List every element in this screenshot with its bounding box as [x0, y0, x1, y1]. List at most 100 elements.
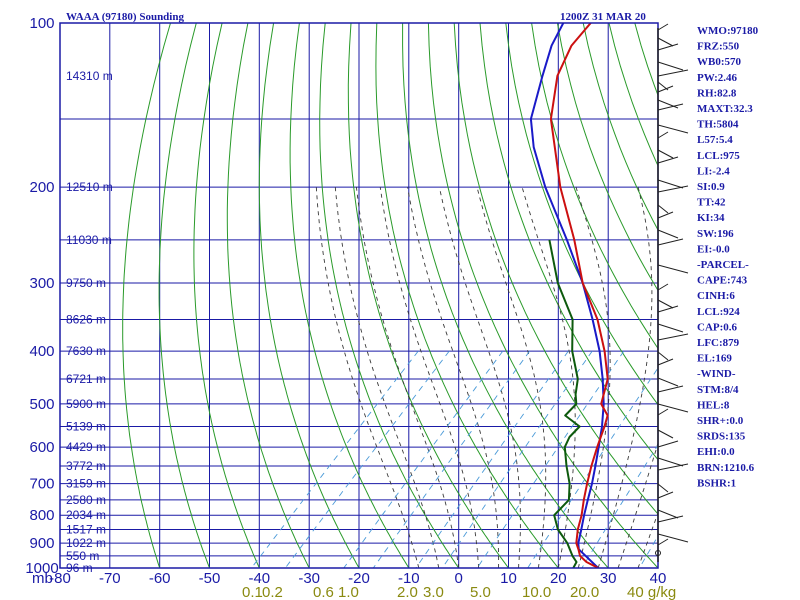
wind-barb [657, 509, 679, 519]
height-label: 550 m [66, 549, 99, 563]
calm-wind-circle [655, 550, 661, 556]
height-label: 2580 m [66, 493, 106, 507]
index-line: KI:34 [697, 212, 725, 224]
isotherm-grid [60, 23, 658, 568]
mixing-ratio-label: 0.6 [313, 584, 334, 600]
dry-adiabat [289, 23, 410, 568]
wind-barb [657, 211, 674, 219]
wind-profile [655, 23, 689, 562]
dry-adiabat [790, 23, 800, 568]
temperature-tick-labels: -80 -70 -60 -50 -40 -30 -20 -10 0 10 20 30 40 mb [32, 570, 666, 587]
wind-barb [657, 156, 679, 164]
index-line: EL:169 [697, 353, 732, 365]
height-label: 3159 m [66, 477, 106, 491]
wind-barb [657, 515, 684, 523]
index-line: LCL:924 [697, 306, 740, 318]
wind-barb [657, 124, 689, 134]
height-label: 96 m [66, 561, 93, 575]
dry-adiabat [226, 23, 310, 568]
moist-adiabat [438, 187, 521, 568]
index-line: HEL:8 [697, 399, 730, 411]
dry-adiabat [531, 23, 658, 350]
wind-barb [657, 238, 684, 246]
wind-barb [657, 385, 684, 393]
mb-unit-label: mb [32, 570, 53, 587]
mixing-ratio-label: 3.0 [423, 584, 444, 600]
moist-adiabat [617, 441, 658, 568]
temperature-tick: -40 [248, 570, 270, 587]
index-line: TH:5804 [697, 119, 739, 131]
wind-barb [657, 351, 669, 361]
index-line: WB0:570 [697, 56, 742, 68]
mixing-ratio-label: 2.0 [397, 584, 418, 600]
mixing-ratio-line [441, 350, 593, 568]
wind-barb [657, 179, 684, 189]
moist-adiabat [575, 186, 611, 568]
mixing-ratio-line [284, 350, 450, 568]
index-line: LI:-2.4 [697, 165, 730, 177]
mixing-ratio-line [581, 444, 658, 568]
index-line: SW:196 [697, 228, 734, 240]
wind-barb [657, 440, 679, 448]
mixing-ratio-line [476, 350, 625, 568]
wind-barb [657, 69, 689, 77]
wind-barb [657, 429, 674, 439]
mixing-ratio-label: 20.0 [570, 584, 599, 600]
parcel-line [529, 23, 605, 568]
temperature-tick: -80 [49, 570, 71, 587]
wind-barb [657, 43, 679, 51]
pressure-tick-500: 500 [29, 396, 54, 413]
moist-adiabat [597, 186, 653, 568]
moist-adiabats [315, 186, 658, 568]
index-line: TT:42 [697, 197, 726, 209]
pressure-tick-400: 400 [29, 343, 54, 360]
wind-barb [657, 229, 679, 239]
pressure-tick-100: 100 [29, 15, 54, 32]
dewpoint-line [548, 239, 581, 568]
mixing-ratio-label: 40 g/kg [627, 584, 676, 600]
index-line: BSHR:1 [697, 477, 736, 489]
dry-adiabat [193, 23, 260, 568]
wind-barb [657, 264, 689, 274]
dry-adiabat [479, 23, 658, 461]
pressure-tick-900: 900 [29, 535, 54, 552]
stability-indices: WMO:97180 FRZ:550 WB0:570 PW:2.46 RH:82.8 MAX… [697, 25, 759, 489]
temperature-tick: -60 [149, 570, 171, 587]
temperature-tick: 10 [500, 570, 517, 587]
index-line: SHR+:0.0 [697, 415, 744, 427]
moist-adiabat [476, 186, 547, 568]
wind-barb [657, 85, 674, 93]
index-line: CINH:6 [697, 290, 735, 302]
wind-barb [657, 333, 689, 341]
dry-adiabat [158, 23, 210, 568]
temperature-line [549, 23, 609, 568]
height-label: 2034 m [66, 508, 106, 522]
index-line: SRDS:135 [697, 431, 746, 443]
index-line: PW:2.46 [697, 72, 738, 84]
height-label: 5900 m [66, 397, 106, 411]
height-label: 7630 m [66, 344, 106, 358]
sounding-profiles [529, 23, 609, 568]
mixing-ratio-line [251, 350, 419, 568]
height-label: 3772 m [66, 459, 106, 473]
dry-adiabat [402, 23, 609, 568]
index-line: WMO:97180 [697, 25, 759, 37]
height-label: 11030 m [66, 233, 112, 247]
moist-adiabat [355, 187, 460, 568]
temperature-tick: -20 [348, 570, 370, 587]
mixing-ratio-line [343, 350, 504, 568]
mixing-ratio-labels: 0.1 0.2 0.6 1.0 2.0 3.0 5.0 10.0 20.0 40 g/kg [242, 584, 676, 600]
pressure-tick-300: 300 [29, 275, 54, 292]
index-line: RH:82.8 [697, 87, 737, 99]
dry-adiabat [427, 23, 658, 568]
dry-adiabat [347, 23, 509, 568]
wind-barb [657, 358, 674, 366]
dry-adiabat [764, 23, 800, 568]
index-line: EI:-0.0 [697, 243, 730, 255]
temperature-tick: -70 [99, 570, 121, 587]
mixing-ratio-line [415, 350, 569, 568]
wind-barb [657, 377, 679, 387]
dry-adiabats [122, 23, 800, 568]
index-line: -WIND- [697, 368, 736, 380]
